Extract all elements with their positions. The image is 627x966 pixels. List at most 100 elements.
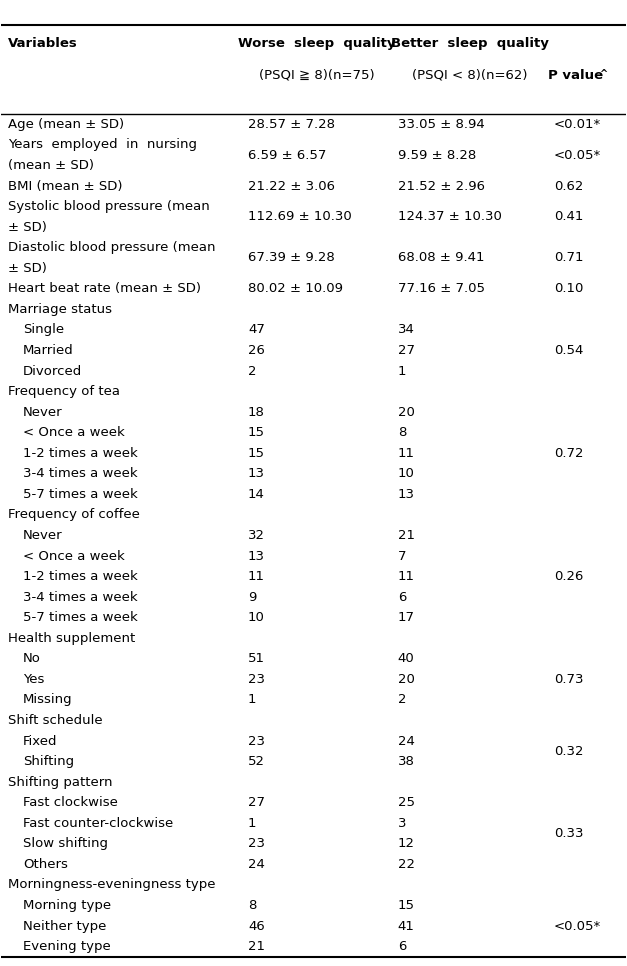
Text: (PSQI < 8)(n=62): (PSQI < 8)(n=62) (412, 69, 527, 82)
Text: 28.57 ± 7.28: 28.57 ± 7.28 (248, 118, 335, 130)
Text: 21.52 ± 2.96: 21.52 ± 2.96 (398, 180, 485, 192)
Text: Heart beat rate (mean ± SD): Heart beat rate (mean ± SD) (8, 282, 201, 296)
Text: 3-4 times a week: 3-4 times a week (23, 468, 138, 480)
Text: Single: Single (23, 324, 65, 336)
Text: 13: 13 (398, 488, 415, 501)
Text: 12: 12 (398, 838, 415, 850)
Text: 41: 41 (398, 920, 414, 932)
Text: (PSQI ≧ 8)(n=75): (PSQI ≧ 8)(n=75) (259, 69, 374, 82)
Text: Frequency of tea: Frequency of tea (8, 385, 120, 398)
Text: 1-2 times a week: 1-2 times a week (23, 570, 138, 583)
Text: 1: 1 (248, 694, 256, 706)
Text: Morningness-eveningness type: Morningness-eveningness type (8, 878, 215, 892)
Text: Diastolic blood pressure (mean: Diastolic blood pressure (mean (8, 242, 215, 254)
Text: 32: 32 (248, 529, 265, 542)
Text: 5-7 times a week: 5-7 times a week (23, 611, 138, 624)
Text: 6: 6 (398, 940, 406, 953)
Text: Neither type: Neither type (23, 920, 107, 932)
Text: Fixed: Fixed (23, 734, 58, 748)
Text: 0.72: 0.72 (554, 446, 583, 460)
Text: 2: 2 (248, 364, 256, 378)
Text: 8: 8 (398, 426, 406, 440)
Text: P value: P value (548, 69, 603, 82)
Text: 26: 26 (248, 344, 265, 357)
Text: 9: 9 (248, 590, 256, 604)
Text: 124.37 ± 10.30: 124.37 ± 10.30 (398, 211, 502, 223)
Text: 46: 46 (248, 920, 265, 932)
Text: BMI (mean ± SD): BMI (mean ± SD) (8, 180, 122, 192)
Text: 20: 20 (398, 406, 414, 418)
Text: 0.32: 0.32 (554, 745, 583, 758)
Text: < Once a week: < Once a week (23, 426, 125, 440)
Text: Shifting pattern: Shifting pattern (8, 776, 112, 788)
Text: 112.69 ± 10.30: 112.69 ± 10.30 (248, 211, 352, 223)
Text: Marriage status: Marriage status (8, 303, 112, 316)
Text: 5-7 times a week: 5-7 times a week (23, 488, 138, 501)
Text: 1: 1 (398, 364, 406, 378)
Text: 38: 38 (398, 755, 414, 768)
Text: ± SD): ± SD) (8, 220, 46, 234)
Text: <0.05*: <0.05* (554, 920, 601, 932)
Text: Worse  sleep  quality: Worse sleep quality (238, 37, 396, 50)
Text: <0.01*: <0.01* (554, 118, 601, 130)
Text: 27: 27 (248, 796, 265, 810)
Text: < Once a week: < Once a week (23, 550, 125, 562)
Text: 24: 24 (398, 734, 414, 748)
Text: 0.71: 0.71 (554, 251, 583, 265)
Text: 0.10: 0.10 (554, 282, 583, 296)
Text: 21.22 ± 3.06: 21.22 ± 3.06 (248, 180, 335, 192)
Text: ± SD): ± SD) (8, 262, 46, 274)
Text: Others: Others (23, 858, 68, 871)
Text: Yes: Yes (23, 673, 45, 686)
Text: <0.05*: <0.05* (554, 149, 601, 161)
Text: 23: 23 (248, 673, 265, 686)
Text: 52: 52 (248, 755, 265, 768)
Text: Variables: Variables (8, 37, 77, 50)
Text: 25: 25 (398, 796, 415, 810)
Text: Never: Never (23, 406, 63, 418)
Text: 8: 8 (248, 899, 256, 912)
Text: 23: 23 (248, 838, 265, 850)
Text: Shift schedule: Shift schedule (8, 714, 102, 727)
Text: (mean ± SD): (mean ± SD) (8, 158, 93, 172)
Text: 1-2 times a week: 1-2 times a week (23, 446, 138, 460)
Text: Never: Never (23, 529, 63, 542)
Text: Years  employed  in  nursing: Years employed in nursing (8, 138, 197, 152)
Text: 11: 11 (398, 570, 415, 583)
Text: 80.02 ± 10.09: 80.02 ± 10.09 (248, 282, 343, 296)
Text: 40: 40 (398, 652, 414, 666)
Text: Evening type: Evening type (23, 940, 111, 953)
Text: No: No (23, 652, 41, 666)
Text: 13: 13 (248, 550, 265, 562)
Text: 51: 51 (248, 652, 265, 666)
Text: 11: 11 (248, 570, 265, 583)
Text: Better  sleep  quality: Better sleep quality (391, 37, 549, 50)
Text: Systolic blood pressure (mean: Systolic blood pressure (mean (8, 200, 209, 213)
Text: 10: 10 (248, 611, 265, 624)
Text: 1: 1 (248, 817, 256, 830)
Text: 77.16 ± 7.05: 77.16 ± 7.05 (398, 282, 485, 296)
Text: 34: 34 (398, 324, 414, 336)
Text: 0.26: 0.26 (554, 570, 583, 583)
Text: 21: 21 (248, 940, 265, 953)
Text: 22: 22 (398, 858, 415, 871)
Text: Fast counter-clockwise: Fast counter-clockwise (23, 817, 174, 830)
Text: Health supplement: Health supplement (8, 632, 135, 644)
Text: 13: 13 (248, 468, 265, 480)
Text: 14: 14 (248, 488, 265, 501)
Text: 15: 15 (398, 899, 415, 912)
Text: Age (mean ± SD): Age (mean ± SD) (8, 118, 124, 130)
Text: 18: 18 (248, 406, 265, 418)
Text: 6: 6 (398, 590, 406, 604)
Text: 15: 15 (248, 446, 265, 460)
Text: 15: 15 (248, 426, 265, 440)
Text: 11: 11 (398, 446, 415, 460)
Text: 0.62: 0.62 (554, 180, 583, 192)
Text: Morning type: Morning type (23, 899, 112, 912)
Text: ^: ^ (599, 69, 608, 79)
Text: 33.05 ± 8.94: 33.05 ± 8.94 (398, 118, 485, 130)
Text: 68.08 ± 9.41: 68.08 ± 9.41 (398, 251, 484, 265)
Text: 17: 17 (398, 611, 415, 624)
Text: 3-4 times a week: 3-4 times a week (23, 590, 138, 604)
Text: 23: 23 (248, 734, 265, 748)
